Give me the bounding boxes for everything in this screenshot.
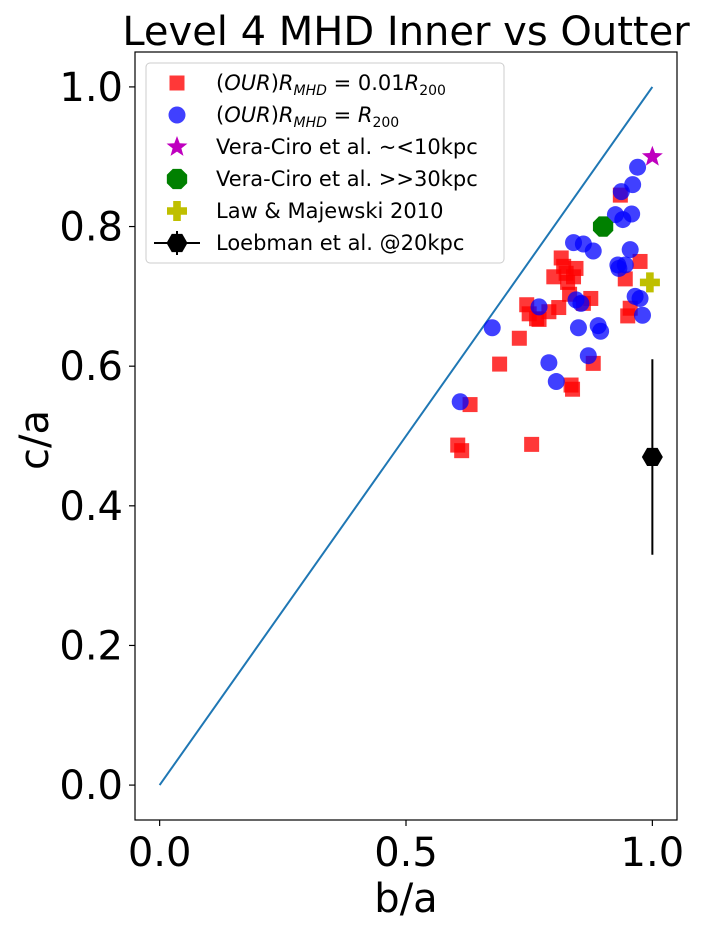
legend-label: Vera-Ciro et al. >>30kpc <box>216 167 478 191</box>
data-point <box>454 443 470 459</box>
data-point <box>579 347 597 365</box>
y-tick-label: 0.6 <box>59 344 123 390</box>
data-point <box>621 241 639 259</box>
data-point <box>639 272 660 293</box>
legend-entry: Vera-Ciro et al. ~<10kpc <box>166 135 478 159</box>
data-point <box>540 354 558 372</box>
legend: (OUR)RMHD = 0.01R200 (OUR)RMHD = R200 Vera… <box>145 62 505 264</box>
legend-label: (OUR)RMHD = 0.01R200 <box>216 71 446 99</box>
data-point <box>524 436 540 452</box>
data-point <box>565 381 581 397</box>
legend-marker <box>166 168 188 190</box>
data-point <box>547 373 565 391</box>
x-tick-label: 1.0 <box>621 830 685 876</box>
data-point <box>569 319 587 337</box>
series-3 <box>641 145 663 166</box>
legend-box <box>145 62 505 264</box>
series-6 <box>641 359 663 555</box>
data-point <box>584 242 602 260</box>
series-5 <box>639 272 660 293</box>
data-point <box>641 447 663 467</box>
y-tick-label: 0.4 <box>59 484 123 530</box>
x-tick-label: 0.0 <box>128 830 192 876</box>
series-4 <box>592 216 614 237</box>
data-point <box>483 319 501 337</box>
data-point <box>641 145 663 166</box>
data-point <box>629 158 647 176</box>
chart-title: Level 4 MHD Inner vs Outter <box>122 9 690 55</box>
legend-entry: Loebman et al. @20kpc <box>154 231 464 255</box>
data-point <box>616 256 634 274</box>
data-point <box>623 205 641 223</box>
data-point <box>492 356 508 372</box>
data-point <box>632 253 648 269</box>
data-point <box>624 176 642 194</box>
plot-area <box>158 86 663 786</box>
legend-marker <box>167 201 187 221</box>
data-point <box>551 300 567 316</box>
data-point <box>592 216 614 237</box>
legend-marker <box>166 233 188 253</box>
legend-marker <box>168 106 186 124</box>
data-point <box>511 330 527 346</box>
x-tick-label: 0.5 <box>374 830 438 876</box>
series-2 <box>451 158 652 411</box>
legend-label: (OUR)RMHD = R200 <box>216 103 399 131</box>
reference-line-one-to-one <box>158 86 654 786</box>
legend-marker <box>169 75 185 91</box>
legend-entry: Law & Majewski 2010 <box>167 199 443 223</box>
data-point <box>592 322 610 340</box>
data-point <box>568 260 584 276</box>
data-point <box>451 393 469 411</box>
x-axis-label: b/a <box>374 876 437 922</box>
axis-ticks: 0.0 0.5 1.0 0.0 0.2 0.4 0.6 0.8 1.0 <box>59 65 684 876</box>
y-tick-label: 0.8 <box>59 205 123 251</box>
legend-label: Loebman et al. @20kpc <box>216 231 464 255</box>
y-axis-label: c/a <box>12 410 58 470</box>
legend-marker <box>166 136 188 156</box>
data-point <box>572 294 590 312</box>
y-tick-label: 0.2 <box>59 623 123 669</box>
legend-label: Vera-Ciro et al. ~<10kpc <box>216 135 478 159</box>
data-point <box>631 289 649 307</box>
legend-label: Law & Majewski 2010 <box>216 199 443 223</box>
y-tick-label: 1.0 <box>59 65 123 111</box>
legend-entry: (OUR)RMHD = 0.01R200 <box>169 71 446 99</box>
legend-entry: (OUR)RMHD = R200 <box>168 103 399 131</box>
data-point <box>634 306 652 324</box>
y-tick-label: 0.0 <box>59 763 123 809</box>
legend-entry: Vera-Ciro et al. >>30kpc <box>166 167 478 191</box>
data-point <box>530 298 548 316</box>
